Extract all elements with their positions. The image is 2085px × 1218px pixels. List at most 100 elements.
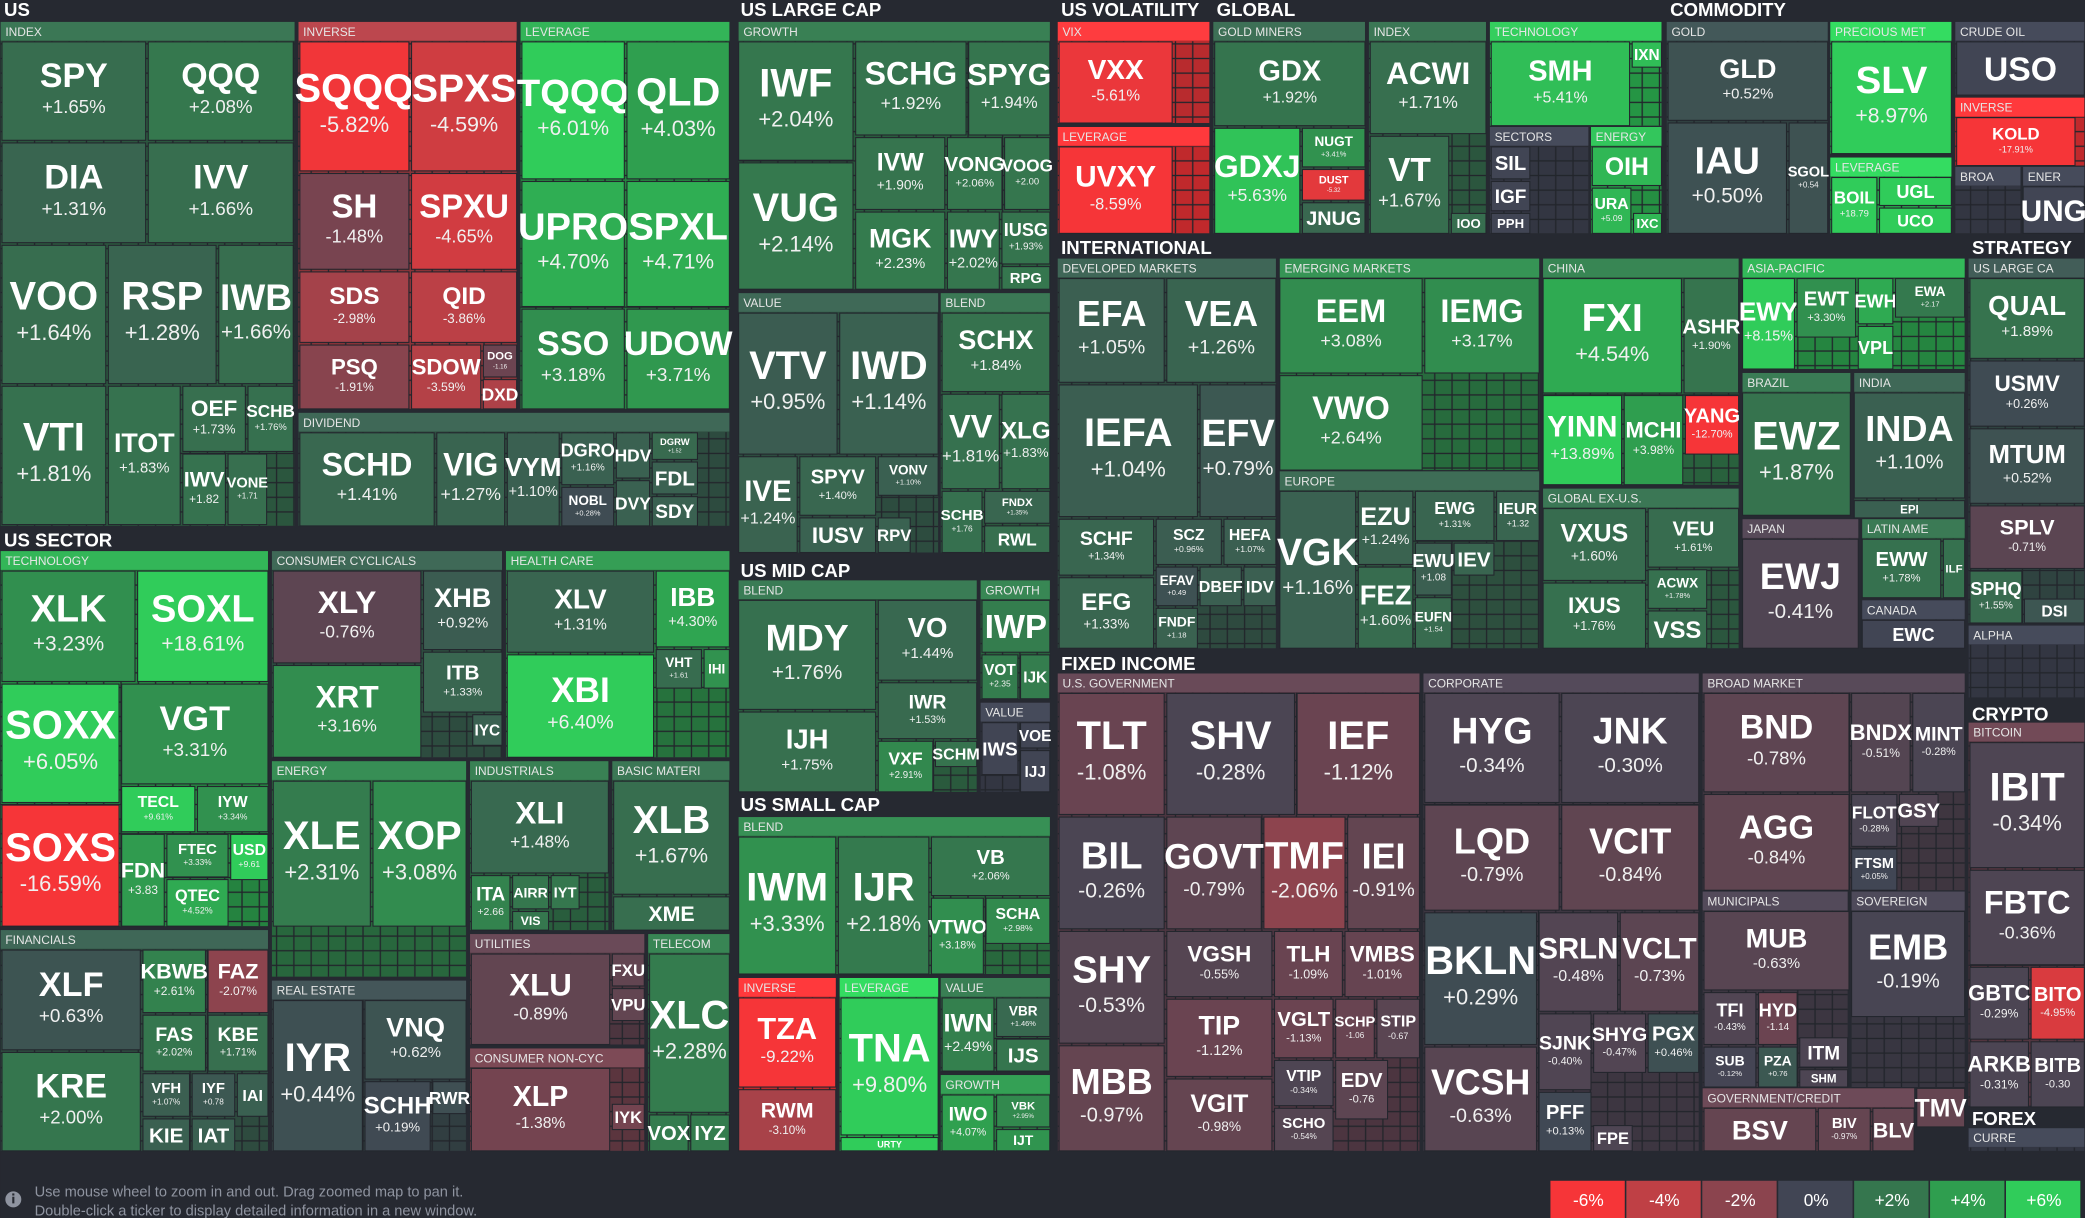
tile[interactable] — [121, 683, 269, 785]
tile[interactable] — [1020, 722, 1051, 749]
tile[interactable] — [364, 1081, 431, 1152]
tile[interactable] — [2030, 1041, 2085, 1108]
tile[interactable] — [840, 1137, 939, 1152]
tile[interactable] — [506, 654, 655, 758]
tile[interactable] — [1969, 966, 2030, 1040]
tile[interactable] — [1453, 542, 1495, 576]
tile[interactable] — [1647, 508, 1740, 568]
tile[interactable] — [1799, 1069, 1849, 1088]
tile[interactable] — [1758, 1046, 1798, 1088]
tile[interactable] — [1301, 169, 1366, 201]
tile[interactable] — [877, 599, 978, 681]
tile[interactable] — [1, 683, 120, 804]
tile[interactable] — [1020, 750, 1051, 793]
tile[interactable] — [1742, 392, 1851, 516]
tile[interactable] — [1898, 793, 1939, 827]
tile[interactable] — [521, 41, 625, 180]
tile[interactable] — [422, 651, 503, 713]
tile[interactable] — [1703, 692, 1850, 793]
tile[interactable] — [512, 910, 550, 931]
tile[interactable] — [996, 1129, 1051, 1152]
tile[interactable] — [166, 833, 229, 878]
tile[interactable] — [1, 244, 107, 385]
tile[interactable] — [299, 432, 435, 527]
tile[interactable] — [1214, 41, 1366, 127]
tile[interactable] — [996, 997, 1051, 1038]
tile[interactable] — [470, 875, 511, 931]
tile[interactable] — [968, 41, 1051, 136]
tile[interactable] — [1542, 508, 1647, 581]
tile[interactable] — [941, 393, 1000, 490]
tile[interactable] — [1296, 692, 1421, 815]
tile[interactable] — [930, 836, 1051, 897]
tile[interactable] — [799, 517, 877, 554]
tile[interactable] — [411, 271, 518, 343]
tile[interactable] — [1817, 1107, 1871, 1152]
tile[interactable] — [1788, 122, 1829, 234]
tile[interactable] — [191, 1073, 236, 1117]
tile[interactable] — [207, 949, 269, 1014]
tile[interactable] — [299, 271, 410, 343]
tile[interactable] — [1561, 804, 1700, 911]
tile[interactable] — [1357, 566, 1414, 649]
tile[interactable] — [1369, 135, 1450, 234]
tile[interactable] — [1490, 146, 1531, 180]
tile[interactable] — [1623, 395, 1684, 486]
tile[interactable] — [1058, 146, 1173, 234]
tile[interactable] — [272, 664, 422, 758]
tile[interactable] — [877, 456, 939, 496]
tile[interactable] — [1496, 490, 1540, 542]
tile[interactable] — [1279, 375, 1423, 471]
tile[interactable] — [613, 780, 730, 895]
tile[interactable] — [1058, 384, 1198, 518]
tile[interactable] — [166, 879, 229, 927]
tile[interactable] — [142, 949, 206, 1014]
tile[interactable] — [1703, 992, 1757, 1046]
tile[interactable] — [1490, 41, 1631, 127]
tile[interactable] — [1857, 325, 1894, 370]
tile[interactable] — [411, 41, 518, 172]
tile[interactable] — [1831, 41, 1952, 155]
tile[interactable] — [1166, 692, 1296, 815]
tile[interactable] — [1667, 41, 1829, 121]
tile[interactable] — [121, 833, 165, 927]
tile[interactable] — [981, 654, 1019, 700]
tile[interactable] — [1058, 1045, 1165, 1152]
tile[interactable] — [1879, 176, 1952, 206]
tile[interactable] — [1001, 211, 1051, 265]
tile[interactable] — [1, 949, 141, 1051]
tile[interactable] — [1631, 41, 1663, 68]
tile[interactable] — [1969, 742, 2085, 869]
tile[interactable] — [1831, 176, 1878, 234]
tile[interactable] — [649, 953, 730, 1113]
tile[interactable] — [1273, 930, 1343, 998]
tile[interactable] — [432, 1081, 467, 1115]
tile[interactable] — [2023, 598, 2085, 624]
tile[interactable] — [1001, 266, 1051, 290]
tile[interactable] — [626, 180, 730, 308]
tile[interactable] — [839, 312, 939, 455]
tile[interactable] — [1861, 538, 1942, 599]
tile[interactable] — [1, 804, 120, 927]
tile[interactable] — [799, 456, 877, 516]
tile[interactable] — [236, 1073, 269, 1117]
tile[interactable] — [1155, 607, 1198, 649]
tile[interactable] — [1058, 692, 1165, 815]
tile[interactable] — [1, 142, 147, 244]
tile[interactable] — [299, 344, 410, 410]
tile[interactable] — [1916, 1087, 1966, 1128]
tile[interactable] — [137, 570, 269, 683]
tile[interactable] — [1758, 992, 1798, 1046]
tile[interactable] — [981, 599, 1051, 653]
tile[interactable] — [690, 1114, 730, 1152]
tile[interactable] — [941, 490, 983, 554]
tile[interactable] — [1969, 278, 2085, 359]
tile[interactable] — [182, 385, 246, 452]
tile[interactable] — [1593, 1013, 1647, 1073]
tile[interactable] — [1214, 127, 1301, 234]
tile[interactable] — [738, 162, 854, 290]
tile[interactable] — [1538, 1091, 1592, 1152]
tile[interactable] — [1424, 278, 1540, 374]
tile[interactable] — [930, 897, 984, 975]
tile[interactable] — [1414, 542, 1452, 596]
